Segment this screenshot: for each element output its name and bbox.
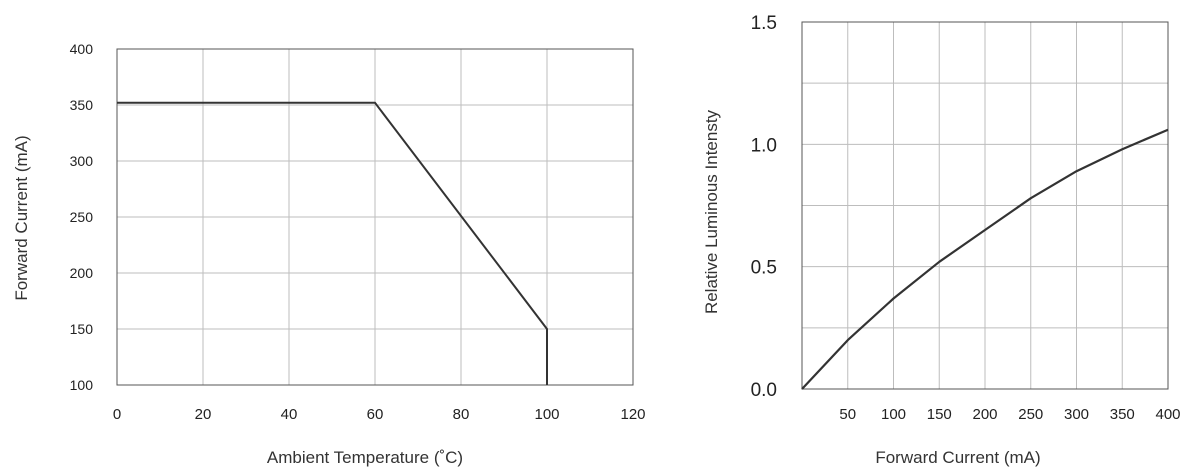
left-series-line <box>117 101 548 385</box>
right-y-tick-label: 0.5 <box>751 258 777 279</box>
left-x-tick-label: 120 <box>620 406 645 423</box>
right-y-ticks: 0.0 0.5 1.0 1.5 <box>751 13 777 401</box>
left-x-tick-label: 20 <box>195 406 212 423</box>
left-y-axis-label: Forward Current (mA) <box>12 135 31 300</box>
right-x-tick-label: 300 <box>1064 406 1089 423</box>
left-y-ticks: 100 150 200 250 300 350 400 <box>70 41 94 393</box>
left-y-tick-label: 150 <box>70 321 94 337</box>
left-x-tick-label: 80 <box>453 406 470 423</box>
right-x-tick-label: 400 <box>1155 406 1180 423</box>
left-x-tick-label: 40 <box>281 406 298 423</box>
left-x-tick-label: 60 <box>367 406 384 423</box>
right-x-axis-label: Forward Current (mA) <box>875 448 1040 467</box>
chart-right: 50 100 150 200 250 300 350 400 0.0 0.5 1.0 1.5 For… <box>702 13 1181 467</box>
left-x-ticks: 0 20 40 60 80 100 120 <box>113 406 646 423</box>
right-y-tick-label: 0.0 <box>751 380 777 401</box>
right-series-line <box>801 128 1169 390</box>
right-x-tick-label: 50 <box>839 406 856 423</box>
left-plot-frame <box>116 48 634 386</box>
right-y-axis-label: Relative Luminous Intensty <box>702 109 721 314</box>
right-y-tick-label: 1.5 <box>751 13 777 34</box>
right-plot-frame <box>801 21 1169 390</box>
left-x-tick-label: 0 <box>113 406 121 423</box>
left-y-tick-label: 350 <box>70 97 94 113</box>
left-series <box>117 101 548 385</box>
right-x-tick-label: 250 <box>1018 406 1043 423</box>
left-y-tick-label: 100 <box>70 377 94 393</box>
right-series <box>801 128 1169 390</box>
right-y-tick-label: 1.0 <box>751 135 777 156</box>
right-x-tick-label: 150 <box>927 406 952 423</box>
left-grid <box>116 48 634 386</box>
left-y-tick-label: 400 <box>70 41 94 57</box>
left-y-tick-label: 200 <box>70 265 94 281</box>
left-x-tick-label: 100 <box>534 406 559 423</box>
right-x-tick-label: 200 <box>972 406 997 423</box>
left-x-axis-label: Ambient Temperature (˚C) <box>267 448 463 467</box>
chart-left: 0 20 40 60 80 100 120 100 150 200 250 300 350 400 Am… <box>12 41 646 467</box>
right-x-ticks: 50 100 150 200 250 300 350 400 <box>839 406 1180 423</box>
right-x-tick-label: 350 <box>1110 406 1135 423</box>
left-y-tick-label: 300 <box>70 153 94 169</box>
right-x-tick-label: 100 <box>881 406 906 423</box>
right-grid <box>802 22 1168 389</box>
left-y-tick-label: 250 <box>70 209 94 225</box>
